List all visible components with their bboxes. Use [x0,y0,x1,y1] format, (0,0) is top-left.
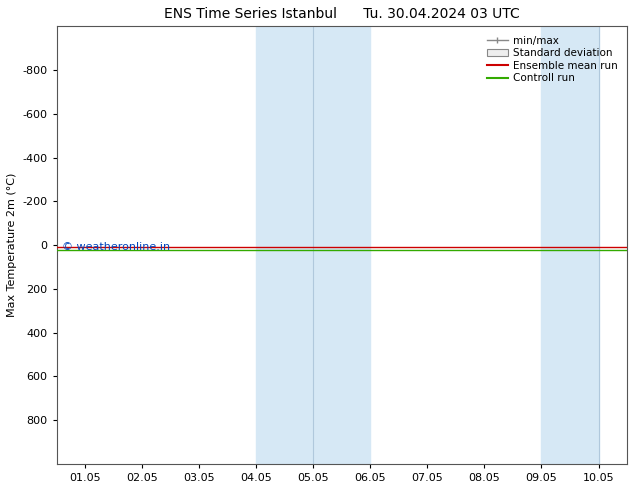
Bar [541,26,598,464]
Text: © weatheronline.in: © weatheronline.in [62,243,171,252]
Y-axis label: Max Temperature 2m (°C): Max Temperature 2m (°C) [7,173,17,318]
Legend: min/max, Standard deviation, Ensemble mean run, Controll run: min/max, Standard deviation, Ensemble me… [482,31,622,88]
Title: ENS Time Series Istanbul      Tu. 30.04.2024 03 UTC: ENS Time Series Istanbul Tu. 30.04.2024 … [164,7,520,21]
Bar [256,26,370,464]
